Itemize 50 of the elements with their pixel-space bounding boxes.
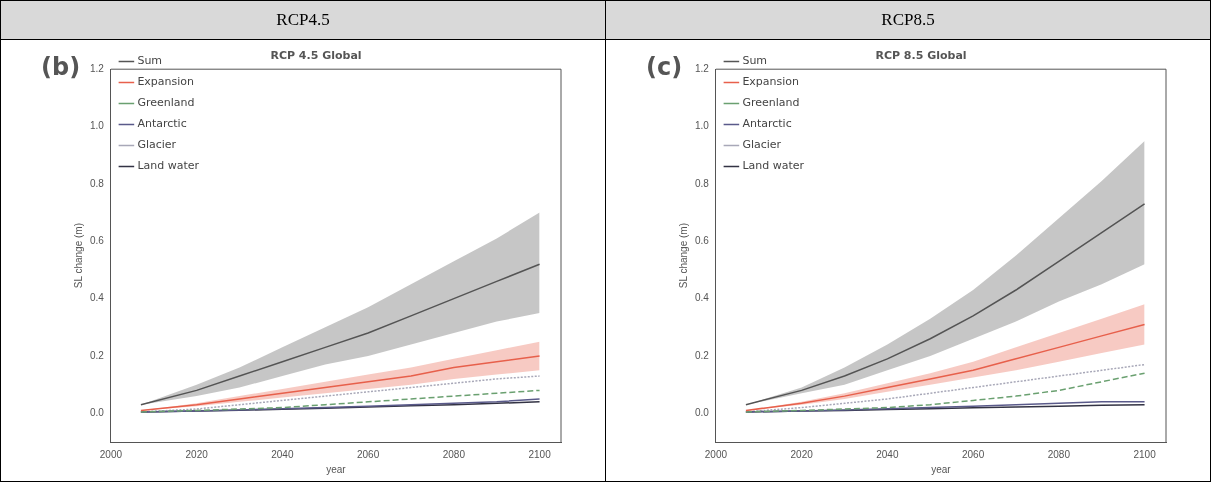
legend-label: Glacier <box>742 138 782 152</box>
text: (b) <box>41 53 81 81</box>
legend-label: Antarctic <box>137 117 187 131</box>
text: RCP4.5 <box>1 1 605 40</box>
legend-label: Land water <box>742 159 805 173</box>
x-tick-label: 2100 <box>528 448 552 460</box>
x-tick-label: 2040 <box>876 448 899 460</box>
chart-title: RCP 4.5 Global <box>270 49 362 63</box>
x-tick-label: 2060 <box>356 448 380 460</box>
legend-label: Expansion <box>742 75 800 89</box>
legend-label: Greenland <box>137 96 195 110</box>
x-tick-label: 2020 <box>185 448 209 460</box>
text: RCP8.5 <box>606 1 1210 40</box>
y-tick-label: 1.2 <box>90 62 105 74</box>
x-tick-label: 2020 <box>790 448 814 460</box>
x-tick-label: 2040 <box>271 448 294 460</box>
y-tick-label: 0.8 <box>90 177 105 189</box>
y-tick-label: 0.0 <box>695 407 710 419</box>
legend-label: Land water <box>137 159 200 173</box>
y-axis-title: SL change (m) <box>72 222 84 289</box>
x-axis-title: year <box>326 463 347 475</box>
x-tick-label: 2000 <box>704 448 728 460</box>
chart-title: RCP 8.5 Global <box>875 49 967 63</box>
line-series <box>140 389 541 413</box>
x-tick-label: 2100 <box>1133 448 1157 460</box>
y-tick-label: 1.2 <box>695 62 710 74</box>
legend-label: Expansion <box>137 75 195 89</box>
legend-label: Sum <box>742 54 768 68</box>
y-tick-label: 0.2 <box>695 349 710 361</box>
legend-label: Sum <box>137 54 163 68</box>
y-tick-label: 1.0 <box>695 120 710 132</box>
x-tick-label: 2080 <box>442 448 466 460</box>
legend-label: Glacier <box>137 138 177 152</box>
text: (c) <box>646 53 683 81</box>
legend-label: Antarctic <box>742 117 792 131</box>
x-tick-label: 2080 <box>1047 448 1071 460</box>
x-axis-title: year <box>931 463 952 475</box>
y-tick-label: 0.2 <box>90 349 105 361</box>
y-tick-label: 0.4 <box>695 292 710 304</box>
y-tick-label: 0.0 <box>90 407 105 419</box>
y-tick-label: 0.6 <box>695 235 710 247</box>
legend-label: Greenland <box>742 96 800 110</box>
x-tick-label: 2000 <box>99 448 123 460</box>
y-tick-label: 0.6 <box>90 235 105 247</box>
x-tick-label: 2060 <box>961 448 985 460</box>
line-series <box>745 372 1146 413</box>
y-tick-label: 1.0 <box>90 120 105 132</box>
y-axis-title: SL change (m) <box>677 222 689 289</box>
y-tick-label: 0.8 <box>695 177 710 189</box>
y-tick-label: 0.4 <box>90 292 105 304</box>
